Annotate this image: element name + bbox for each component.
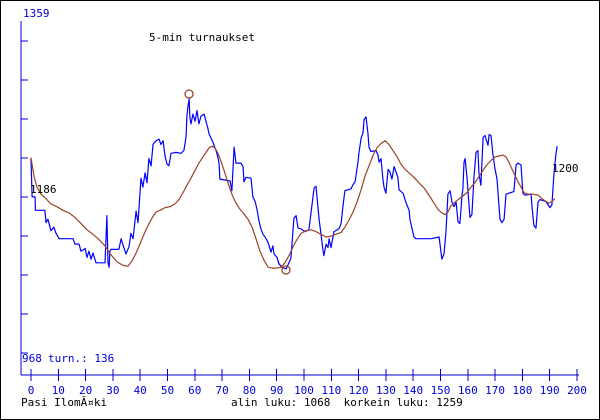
- x-axis-tick-label: 60: [188, 384, 201, 397]
- stats-label: alin luku: 1068 korkein luku: 1259: [231, 396, 463, 409]
- x-axis-tick-label: 110: [321, 384, 341, 397]
- x-axis-tick-label: 130: [376, 384, 396, 397]
- author-label: Pasi IlomĂ¤ki: [21, 396, 108, 409]
- x-axis-tick-label: 200: [567, 384, 587, 397]
- x-axis-tick-label: 10: [52, 384, 65, 397]
- x-axis-tick-label: 0: [28, 384, 35, 397]
- x-axis-tick-label: 140: [403, 384, 423, 397]
- moving_average-line: [30, 140, 556, 269]
- x-axis-tick-label: 160: [458, 384, 478, 397]
- x-axis-tick-label: 30: [106, 384, 119, 397]
- y-axis-min-label: 968: [22, 352, 42, 365]
- x-axis-tick-label: 80: [243, 384, 256, 397]
- start-value-annotation: 1186: [30, 183, 57, 196]
- min-marker-ring: [281, 265, 291, 275]
- chart-title: 5-min turnaukset: [149, 31, 255, 44]
- x-axis-tick-label: 120: [349, 384, 369, 397]
- x-axis-tick-label: 150: [431, 384, 451, 397]
- x-axis-tick-label: 40: [134, 384, 147, 397]
- x-axis-tick-label: 20: [79, 384, 92, 397]
- x-axis-tick-label: 170: [485, 384, 505, 397]
- x-axis-tick-label: 70: [215, 384, 228, 397]
- rating-line: [30, 98, 558, 270]
- x-axis-tick-label: 90: [270, 384, 283, 397]
- max-marker-ring: [184, 89, 194, 99]
- x-axis-tick-label: 190: [540, 384, 560, 397]
- turn-count-label: turn.: 136: [48, 352, 115, 365]
- end-value-annotation: 1200: [552, 162, 579, 175]
- y-axis-max-label: 1359: [23, 7, 50, 20]
- x-axis-tick-label: 50: [161, 384, 174, 397]
- x-axis-tick-label: 180: [512, 384, 532, 397]
- x-axis-tick-label: 100: [294, 384, 314, 397]
